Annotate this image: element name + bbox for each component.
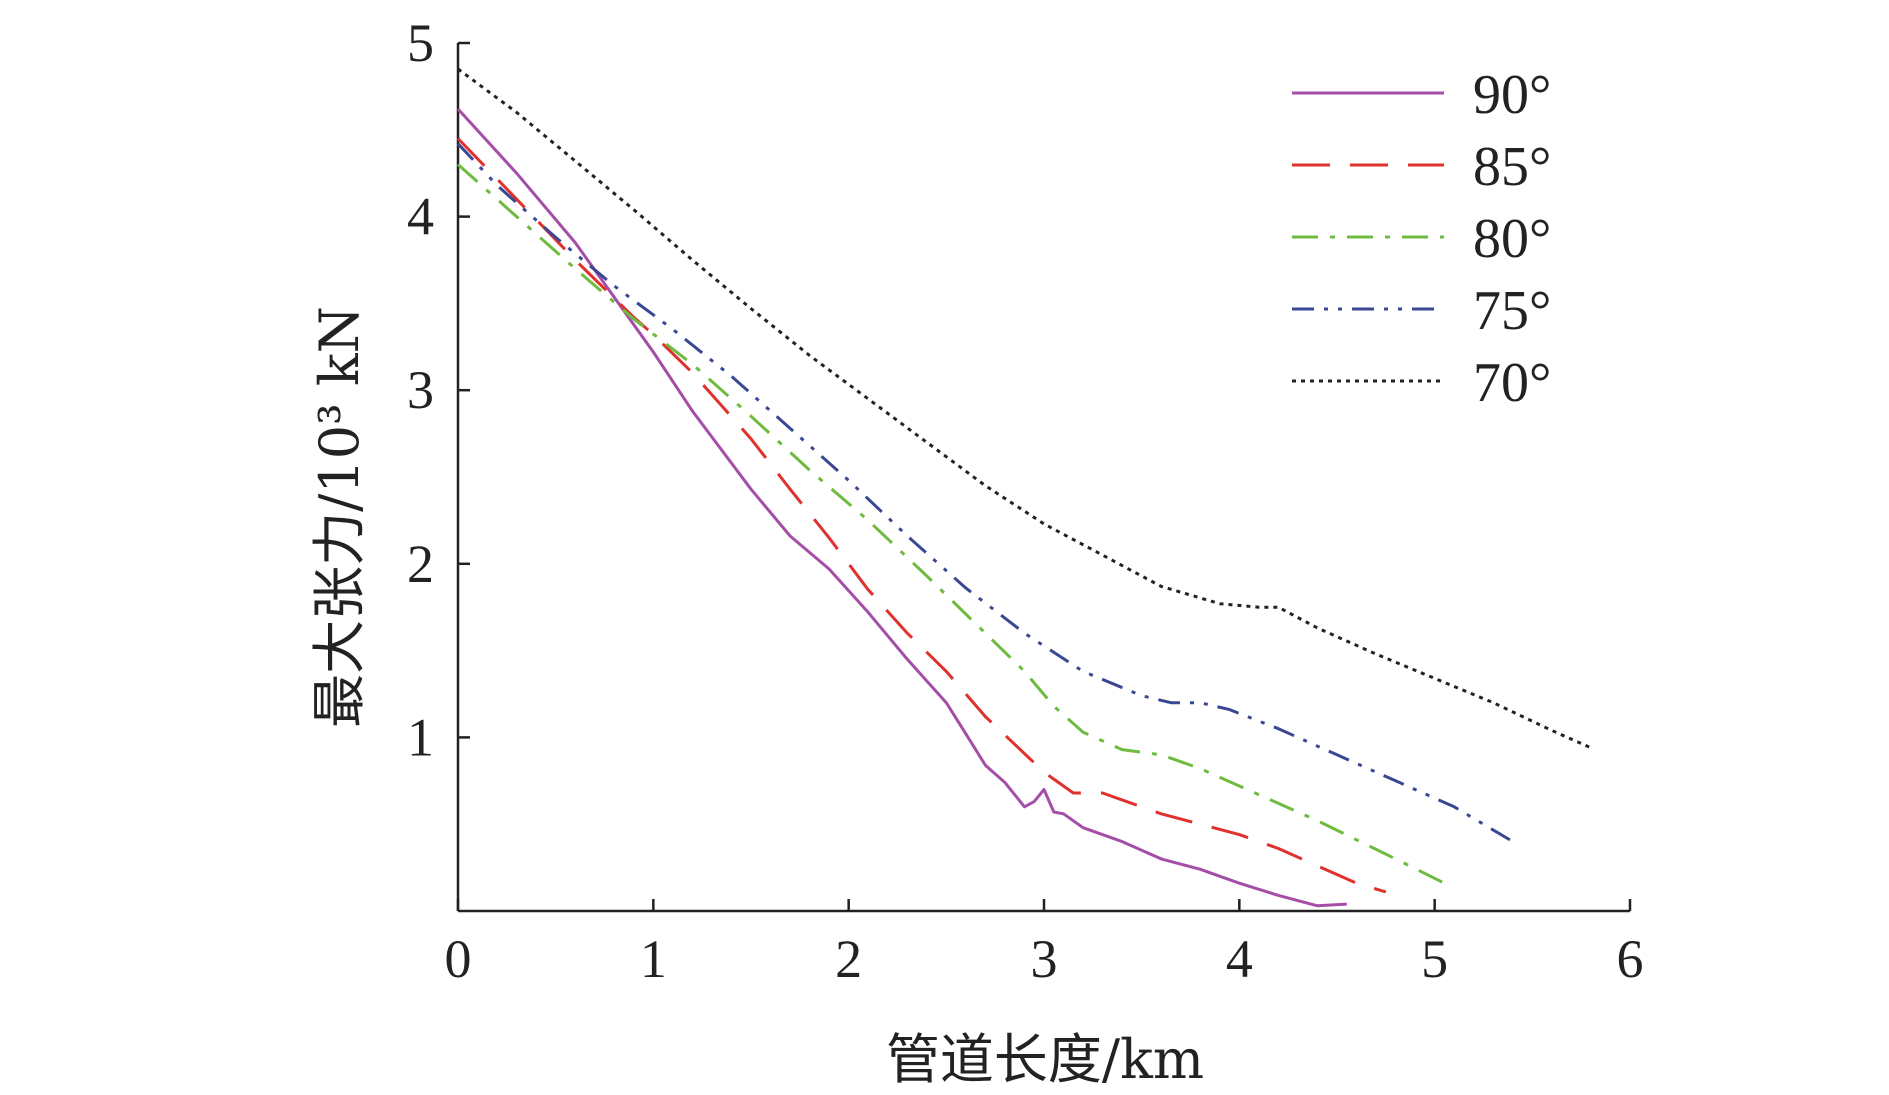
x-tick-label: 0 [445,929,472,989]
x-tick-label: 4 [1226,929,1253,989]
x-tick-label: 3 [1031,929,1058,989]
x-tick-label: 2 [835,929,862,989]
legend: 90° 85° 80° 75° 70° [1292,64,1551,414]
y-tick-label: 1 [407,707,434,767]
series-line [456,107,1347,908]
legend-label: 80° [1473,208,1551,270]
x-axis-title: 管道长度/km [886,1028,1204,1091]
series-line [456,137,1387,894]
legend-label: 70° [1473,352,1551,414]
series-line [457,67,1592,750]
y-tick-label: 5 [407,13,434,73]
legend-label: 90° [1473,64,1551,126]
series-lines [456,67,1592,908]
series-line [457,163,1446,885]
x-tick-label: 1 [640,929,667,989]
y-tick-label: 4 [407,187,434,247]
x-axis-ticks: 0 1 2 3 4 5 6 [445,899,1644,989]
y-axis-title: 最大张力/10³ kN [308,306,371,728]
y-axis-ticks: 1 2 3 4 5 [407,13,470,767]
legend-label: 85° [1473,136,1551,198]
y-tick-label: 2 [407,534,434,594]
y-tick-label: 3 [407,360,434,420]
series-line [456,142,1514,843]
axes [456,43,1630,913]
x-tick-label: 6 [1617,929,1644,989]
x-tick-label: 5 [1421,929,1448,989]
legend-label: 75° [1473,280,1551,342]
